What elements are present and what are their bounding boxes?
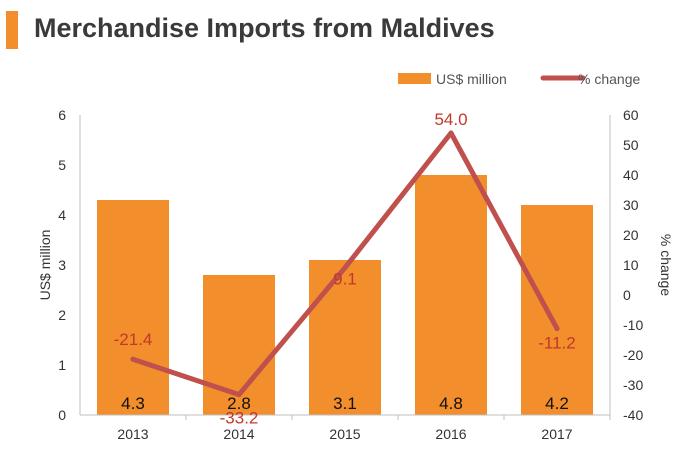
y-tick-label: 6 [58, 107, 66, 123]
bar-2015 [309, 260, 381, 415]
line-value-label: 9.1 [333, 270, 357, 289]
y2-tick-label: -40 [623, 407, 643, 423]
bar-2016 [415, 175, 487, 415]
y2-tick-label: 40 [623, 167, 639, 183]
line-value-label: -11.2 [538, 334, 576, 353]
line-value-label: 54.0 [434, 110, 467, 129]
line-point-2014 [236, 392, 242, 398]
y2-tick-label: 60 [623, 107, 639, 123]
bar-value-label: 3.1 [333, 394, 357, 413]
title-accent-bar [6, 11, 18, 49]
line-value-label: -21.4 [114, 330, 153, 349]
x-tick-label: 2017 [541, 426, 572, 442]
y-tick-label: 0 [58, 407, 66, 423]
bar-value-label: 4.2 [545, 394, 569, 413]
y2-tick-label: 10 [623, 257, 639, 273]
y2-tick-label: -10 [623, 317, 643, 333]
y2-tick-label: 50 [623, 137, 639, 153]
bar-2017 [521, 205, 593, 415]
y2-tick-label: 20 [623, 227, 639, 243]
y-tick-label: 3 [58, 257, 66, 273]
y2-tick-label: -20 [623, 347, 643, 363]
legend-bar-label: US$ million [436, 71, 507, 87]
y-tick-label: 2 [58, 307, 66, 323]
legend-line-label: % change [578, 71, 640, 87]
chart-title: Merchandise Imports from Maldives [34, 13, 495, 43]
line-value-label: -33.2 [220, 409, 259, 428]
y-tick-label: 5 [58, 157, 66, 173]
y-tick-label: 1 [58, 357, 66, 373]
line-point-2015 [342, 265, 348, 271]
bar-2013 [97, 200, 169, 415]
bar-value-label: 4.8 [439, 394, 463, 413]
y2-axis-title: % change [658, 234, 674, 296]
x-tick-label: 2014 [223, 426, 254, 442]
x-tick-label: 2015 [329, 426, 360, 442]
y2-tick-label: 30 [623, 197, 639, 213]
x-tick-label: 2013 [117, 426, 148, 442]
y-tick-label: 4 [58, 207, 66, 223]
line-point-2016 [448, 130, 454, 136]
y-axis-title: US$ million [37, 230, 53, 301]
y2-tick-label: 0 [623, 287, 631, 303]
bar-value-label: 4.3 [121, 394, 145, 413]
legend-bar-swatch [398, 73, 431, 84]
line-point-2013 [130, 356, 136, 362]
line-point-2017 [554, 326, 560, 332]
bar-value-label: 2.8 [227, 394, 251, 413]
y2-tick-label: -30 [623, 377, 643, 393]
x-tick-label: 2016 [435, 426, 466, 442]
